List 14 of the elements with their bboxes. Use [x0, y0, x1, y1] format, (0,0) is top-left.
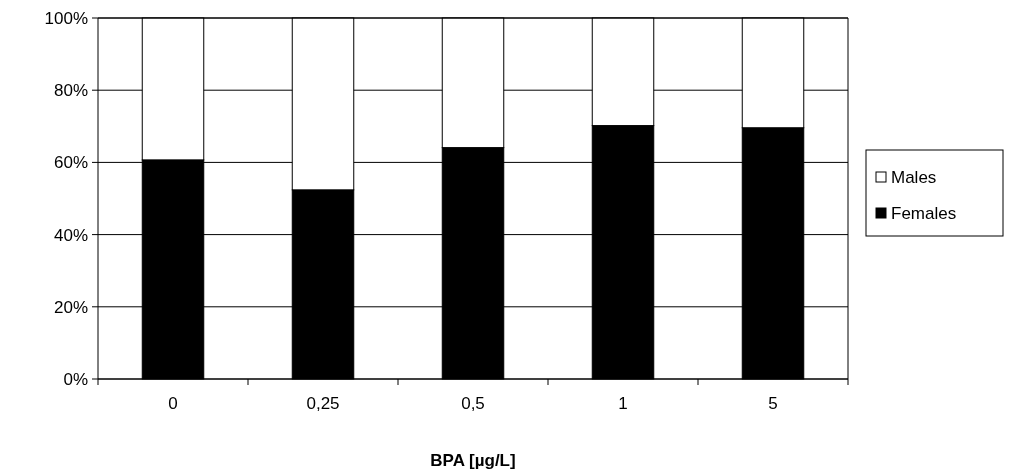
x-tick-label: 0: [168, 394, 178, 413]
legend-label: Females: [891, 203, 957, 223]
y-tick-label: 40%: [53, 225, 88, 245]
legend-label: Males: [891, 167, 937, 187]
y-tick-label: 100%: [44, 8, 88, 28]
y-tick-label: 0%: [63, 369, 88, 389]
x-axis-title: BPA [µg/L]: [430, 451, 516, 470]
x-tick-label: 0,5: [461, 394, 485, 413]
x-tick-label: 1: [618, 394, 628, 413]
y-tick-label: 60%: [53, 153, 88, 173]
y-tick-label: 80%: [53, 81, 88, 101]
x-tick-label: 5: [768, 394, 778, 413]
x-tick-label: 0,25: [306, 394, 340, 413]
y-tick-label: 20%: [53, 297, 88, 317]
